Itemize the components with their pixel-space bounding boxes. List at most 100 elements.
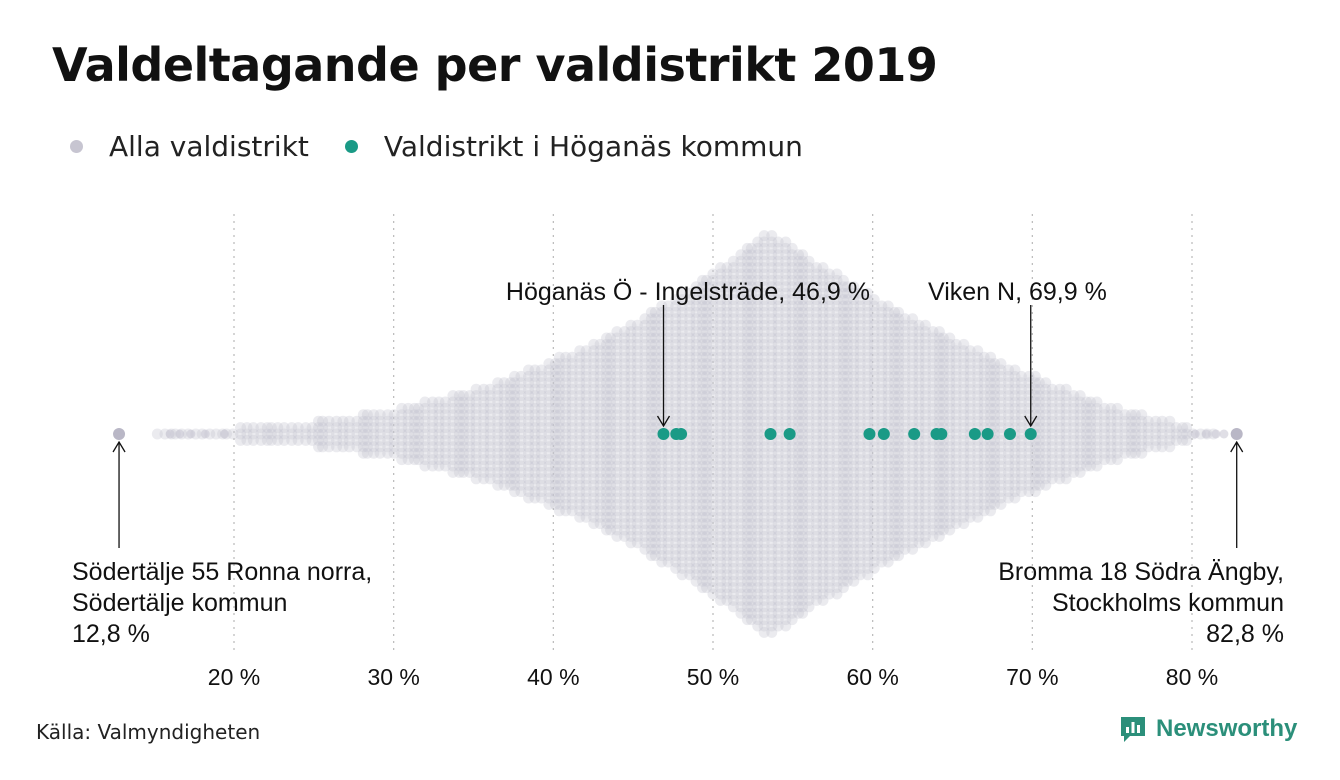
swarm-dot (989, 454, 1001, 466)
swarm-dot (772, 492, 784, 504)
swarm-dot (907, 454, 919, 466)
swarm-dot (611, 422, 623, 434)
swarm-dot (470, 460, 482, 472)
swarm-dot (766, 370, 778, 382)
swarm-dot (735, 543, 747, 555)
swarm-dot (200, 429, 210, 439)
swarm-dot (752, 402, 764, 414)
swarm-dot (950, 434, 962, 446)
swarm-dot (793, 486, 805, 498)
swarm-dot (823, 396, 835, 408)
swarm-dot (1111, 441, 1123, 453)
swarm-dot (601, 351, 613, 363)
swarm-dot (701, 409, 713, 421)
swarm-dot (588, 434, 600, 446)
hoganas-point (863, 428, 876, 440)
swarm-dot (594, 492, 606, 504)
swarm-dot (1003, 479, 1015, 491)
swarm-dot (741, 300, 753, 312)
swarm-dot (793, 255, 805, 267)
swarm-dot (811, 505, 823, 517)
swarm-dot (662, 300, 674, 312)
swarm-dot (758, 479, 770, 491)
chart-title: Valdeltagande per valdistrikt 2019 (52, 38, 938, 92)
swarm-dot (913, 332, 925, 344)
swarm-dot (958, 441, 970, 453)
swarm-dot (1085, 396, 1097, 408)
swarm-dot (684, 537, 696, 549)
swarm-dot (631, 364, 643, 376)
swarm-dot (639, 358, 651, 370)
swarm-dot (413, 434, 425, 446)
swarm-dot (793, 300, 805, 312)
swarm-dot (889, 543, 901, 555)
swarm-dot (649, 524, 661, 536)
swarm-dot (707, 454, 719, 466)
swarm-dot (735, 569, 747, 581)
swarm-dot (553, 402, 565, 414)
swarm-dot (261, 428, 273, 440)
swarm-dot (837, 537, 849, 549)
swarm-dot (735, 518, 747, 530)
swarm-dot (811, 434, 823, 446)
swarm-dot (639, 524, 651, 536)
swarm-dot (721, 300, 733, 312)
swarm-dot (817, 390, 829, 402)
swarm-dot (1033, 383, 1045, 395)
swarm-dot (701, 556, 713, 568)
swarm-dot (766, 556, 778, 568)
swarm-dot (701, 274, 713, 286)
swarm-dot (549, 492, 561, 504)
swarm-dot (453, 460, 465, 472)
swarm-dot (876, 556, 888, 568)
swarm-dot (684, 383, 696, 395)
swarm-dot (780, 601, 792, 613)
swarm-dot (453, 441, 465, 453)
swarm-dot (793, 402, 805, 414)
swarm-dot (1068, 390, 1080, 402)
swarm-dot (684, 454, 696, 466)
swarm-dot (882, 313, 894, 325)
swarm-dot (758, 294, 770, 306)
swarm-dot (701, 454, 713, 466)
swarm-dot (848, 556, 860, 568)
swarm-dot (727, 588, 739, 600)
swarm-dot (937, 415, 949, 427)
swarm-dot (752, 377, 764, 389)
swarm-dot (509, 415, 521, 427)
swarm-dot (937, 377, 949, 389)
swarm-dot (876, 447, 888, 459)
swarm-dot (549, 415, 561, 427)
swarm-dot (780, 268, 792, 280)
swarm-dot (995, 492, 1007, 504)
swarm-dot (841, 511, 853, 523)
brand-name: Newsworthy (1156, 715, 1298, 742)
swarm-dot (697, 524, 709, 536)
swarm-dot (594, 345, 606, 357)
swarm-dot (1054, 402, 1066, 414)
swarm-dot (780, 326, 792, 338)
swarm-dot (786, 402, 798, 414)
swarm-dot (958, 345, 970, 357)
swarm-dot (670, 415, 682, 427)
swarm-dot (1029, 409, 1041, 421)
swarm-dot (797, 345, 809, 357)
swarm-dot (841, 537, 853, 549)
swarm-dot (707, 364, 719, 376)
swarm-dot (741, 396, 753, 408)
swarm-dot (752, 620, 764, 632)
swarm-dot (745, 319, 757, 331)
swarm-dot (574, 447, 586, 459)
swarm-dot (793, 524, 805, 536)
swarm-dot (619, 377, 631, 389)
swarm-dot (1003, 377, 1015, 389)
swarm-dot (831, 524, 843, 536)
swarm-dot (766, 345, 778, 357)
swarm-dot (1068, 447, 1080, 459)
swarm-dot (837, 319, 849, 331)
swarm-dot (701, 422, 713, 434)
swarm-dot (766, 473, 778, 485)
swarm-dot (780, 537, 792, 549)
swarm-dot (889, 505, 901, 517)
swarm-dot (1105, 428, 1117, 440)
